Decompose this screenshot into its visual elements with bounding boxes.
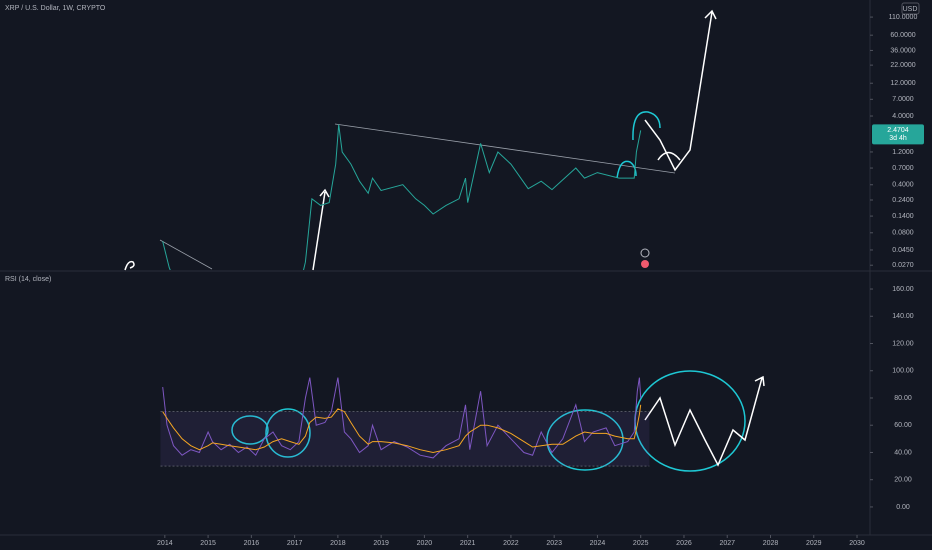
y-tick-label: 140.00 — [892, 313, 914, 320]
x-tick-label: 2030 — [849, 540, 865, 547]
y-tick-label: 0.00 — [896, 504, 910, 511]
x-tick-label: 2022 — [503, 540, 519, 547]
trendline — [159, 239, 213, 270]
y-tick-label: 100.00 — [892, 368, 914, 375]
y-tick-label: 22.0000 — [890, 62, 915, 69]
y-tick-label: 0.0270 — [892, 262, 914, 269]
circle-drawing — [546, 409, 624, 471]
x-tick-label: 2026 — [676, 540, 692, 547]
x-tick-label: 2018 — [330, 540, 346, 547]
trendline — [334, 123, 676, 174]
y-tick-label: 0.7000 — [892, 165, 914, 172]
y-tick-label: 0.1400 — [892, 213, 914, 220]
x-tick-label: 2021 — [460, 540, 476, 547]
y-tick-label: 80.00 — [894, 395, 912, 402]
event-icon[interactable] — [640, 248, 650, 258]
x-tick-label: 2023 — [546, 540, 562, 547]
y-tick-label: 4.0000 — [892, 113, 914, 120]
y-tick-label: 36.0000 — [890, 47, 915, 54]
projection-cup — [657, 151, 681, 161]
y-tick-label: 60.0000 — [890, 32, 915, 39]
y-tick-label: 60.00 — [894, 422, 912, 429]
circle-drawing — [231, 415, 269, 445]
y-tick-label: 0.0800 — [892, 230, 914, 237]
cup-drawing — [632, 111, 661, 141]
series-line — [162, 124, 642, 270]
y-tick-label: 160.00 — [892, 286, 914, 293]
y-tick-label: 0.2400 — [892, 197, 914, 204]
pane — [160, 377, 650, 467]
circle-drawing — [265, 408, 311, 458]
x-tick-label: 2017 — [287, 540, 303, 547]
currency[interactable]: USD — [903, 6, 918, 13]
series-line — [162, 377, 642, 459]
projection-arrow — [644, 9, 717, 172]
projection-arrow — [644, 375, 765, 467]
y-tick-label: 120.00 — [892, 340, 914, 347]
x-tick-label: 2020 — [417, 540, 433, 547]
y-tick-label: 110.0000 — [889, 14, 918, 21]
x-tick-label: 2027 — [719, 540, 735, 547]
y-tick-label: 7.0000 — [892, 96, 914, 103]
chart-title: XRP / U.S. Dollar, 1W, CRYPTO — [5, 5, 106, 12]
last-price-label: 2.4704 — [887, 127, 909, 134]
x-tick-label: 2029 — [806, 540, 822, 547]
x-tick-label: 2024 — [590, 540, 606, 547]
x-tick-label: 2025 — [633, 540, 649, 547]
x-tick-label: 2028 — [763, 540, 779, 547]
x-tick-label: 2015 — [200, 540, 216, 547]
y-tick-label: 0.0450 — [892, 247, 914, 254]
y-tick-label: 40.00 — [894, 449, 912, 456]
last-price-box — [872, 124, 924, 145]
indicator-title: RSI (14, close) — [5, 276, 51, 283]
rsi-band — [160, 411, 650, 467]
y-tick-label: 1.2000 — [892, 149, 914, 156]
x-tick-label: 2019 — [373, 540, 389, 547]
x-tick-label: 2016 — [244, 540, 260, 547]
y-tick-label: 0.4000 — [892, 182, 914, 189]
countdown-label: 3d 4h — [889, 135, 907, 142]
x-tick-label: 2014 — [157, 540, 173, 547]
y-tick-label: 12.0000 — [890, 80, 915, 87]
event-icon[interactable] — [641, 260, 649, 268]
currency-box[interactable] — [901, 2, 920, 15]
series-line — [162, 404, 642, 454]
pane — [162, 124, 642, 270]
y-tick-label: 20.00 — [894, 477, 912, 484]
icon — [124, 260, 135, 271]
cup-drawing — [616, 160, 637, 179]
